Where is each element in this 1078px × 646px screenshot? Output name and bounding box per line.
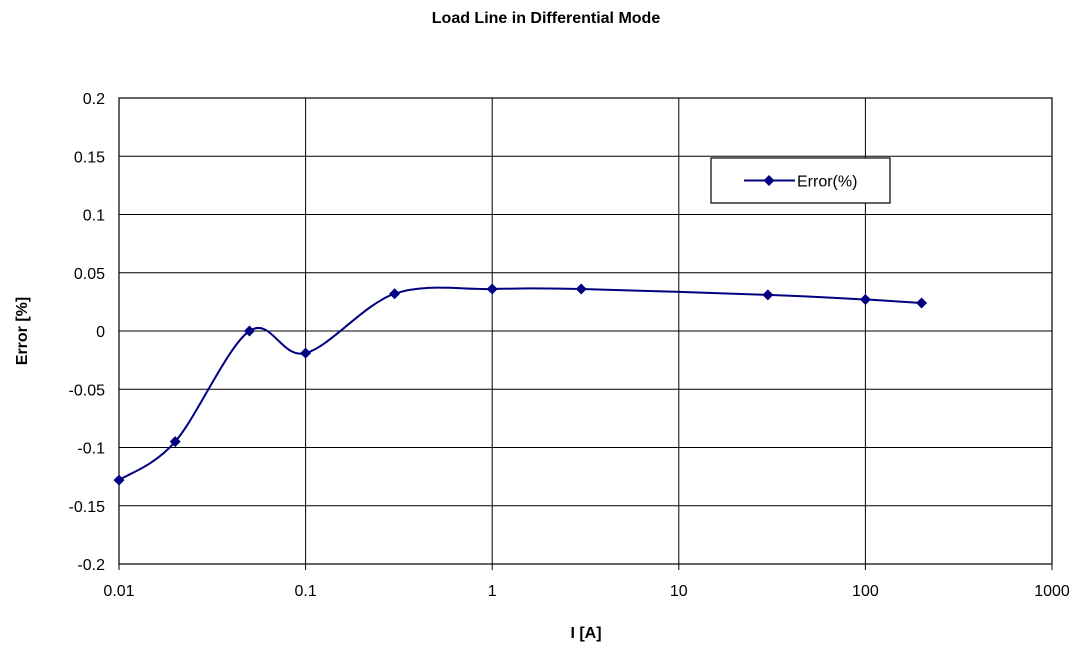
x-tick-label: 1000 [1034, 583, 1070, 600]
data-point [575, 283, 587, 295]
data-point [486, 283, 498, 295]
legend-label: Error(%) [797, 174, 857, 191]
data-point [916, 297, 928, 309]
y-tick-label: 0.2 [83, 91, 105, 108]
x-tick-label: 0.1 [294, 583, 316, 600]
y-tick-label: 0 [96, 324, 105, 341]
data-point [113, 474, 125, 486]
plot-border [118, 97, 1053, 565]
y-axis-label: Error [%] [14, 297, 31, 365]
y-tick-label: -0.2 [77, 557, 105, 574]
x-tick-label: 0.01 [103, 583, 134, 600]
y-tick-label: 0.1 [83, 208, 105, 225]
data-point [300, 347, 312, 359]
legend-marker [763, 175, 775, 186]
plot-area: 0.2 0.15 0.1 0.05 0 -0.05 -0.1 -0.15 -0.2 0.01 0.1… [69, 91, 1070, 600]
chart-title: Load Line in Differential Mode [432, 10, 661, 27]
data-point [169, 436, 181, 448]
data-point [859, 294, 871, 306]
legend-box [710, 157, 891, 204]
data-point [243, 325, 255, 337]
y-tick-label: -0.1 [77, 441, 105, 458]
y-tick-label: -0.15 [69, 499, 106, 516]
y-tick-label: 0.15 [74, 149, 105, 166]
data-point [762, 289, 774, 301]
y-tick-label: 0.05 [74, 266, 105, 283]
x-tick-label: 1 [488, 583, 497, 600]
series-line [118, 286, 922, 481]
x-axis-label: I [A] [570, 625, 601, 642]
data-point [389, 288, 401, 300]
y-tick-label: -0.05 [69, 382, 106, 399]
x-tick-label: 10 [670, 583, 688, 600]
x-tick-label: 100 [852, 583, 879, 600]
